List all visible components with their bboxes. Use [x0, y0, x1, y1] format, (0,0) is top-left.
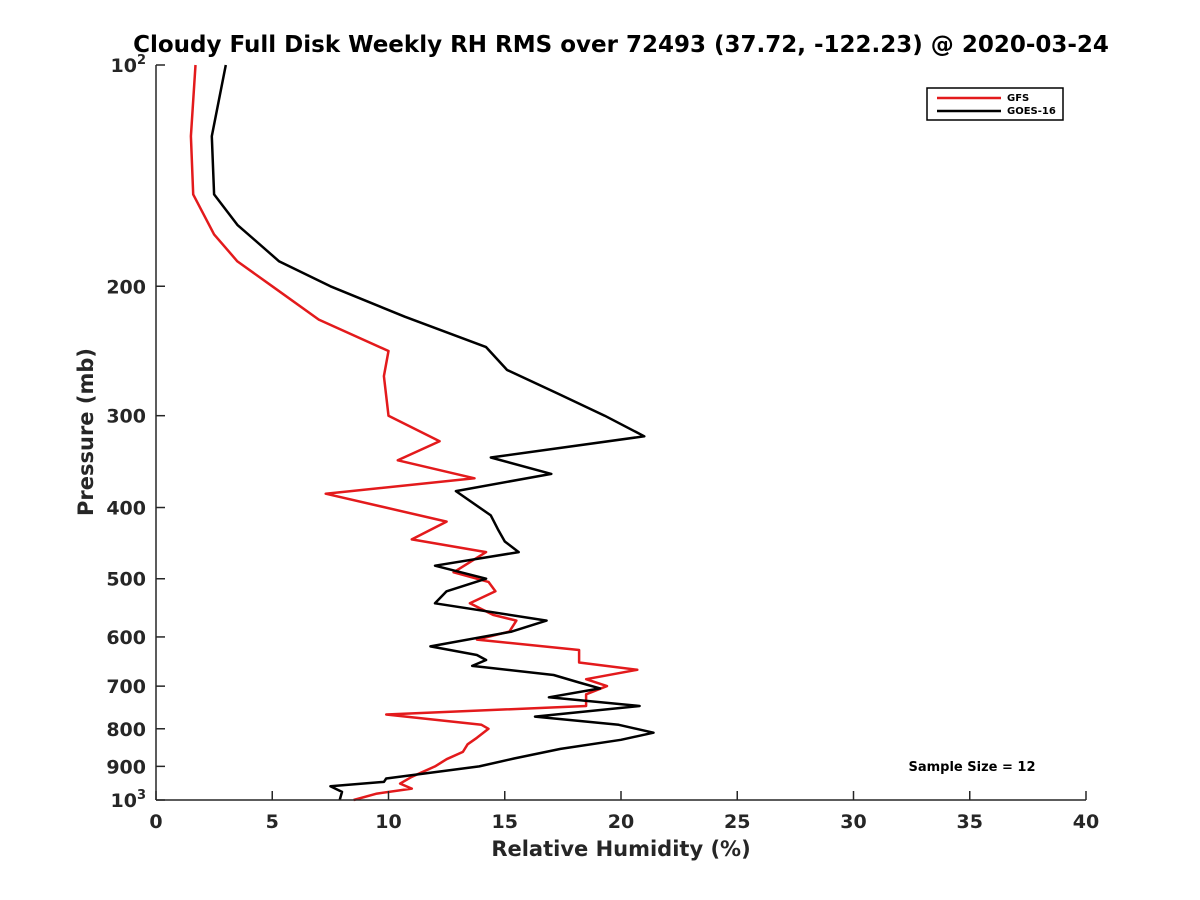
- sample-size-annotation: Sample Size = 12: [908, 760, 1035, 775]
- series-layer: [189, 64, 655, 802]
- y-axis-label: Pressure (mb): [74, 348, 98, 516]
- plot-area: [156, 65, 1086, 800]
- x-tick-label: 30: [840, 811, 866, 833]
- y-tick-label: 500: [106, 569, 146, 591]
- y-tick-label: 600: [106, 627, 146, 649]
- ticks-layer: 0 5 10 15 20 25 30 35 40 102 200 300 400 500 600 700 800…: [106, 53, 1099, 833]
- y-tick-label: 400: [106, 498, 146, 520]
- x-tick-label: 10: [375, 811, 401, 833]
- x-tick-label: 5: [266, 811, 279, 833]
- y-tick-label: 200: [106, 276, 146, 298]
- y-tick-label: 103: [111, 788, 147, 812]
- y-tick-label: 300: [106, 406, 146, 428]
- chart-title: Cloudy Full Disk Weekly RH RMS over 7249…: [133, 32, 1109, 58]
- legend-box: [926, 87, 1064, 121]
- legend-label-gfs: GFS: [1007, 93, 1029, 104]
- y-tick-label: 800: [106, 719, 146, 741]
- x-tick-label: 15: [492, 811, 518, 833]
- x-tick-label: 35: [957, 811, 983, 833]
- y-tick-label: 700: [106, 676, 146, 698]
- x-tick-label: 20: [608, 811, 634, 833]
- legend-label-goes16: GOES-16: [1007, 106, 1056, 117]
- x-axis-label: Relative Humidity (%): [491, 837, 750, 861]
- legend: GFS GOES-16: [926, 87, 1064, 121]
- y-tick-label: 900: [106, 756, 146, 778]
- x-tick-label: 0: [149, 811, 162, 833]
- x-tick-label: 25: [724, 811, 750, 833]
- series-line-goes16: [210, 64, 655, 801]
- series-line-gfs: [189, 64, 639, 802]
- x-tick-label: 40: [1073, 811, 1099, 833]
- y-tick-label: 102: [111, 53, 147, 77]
